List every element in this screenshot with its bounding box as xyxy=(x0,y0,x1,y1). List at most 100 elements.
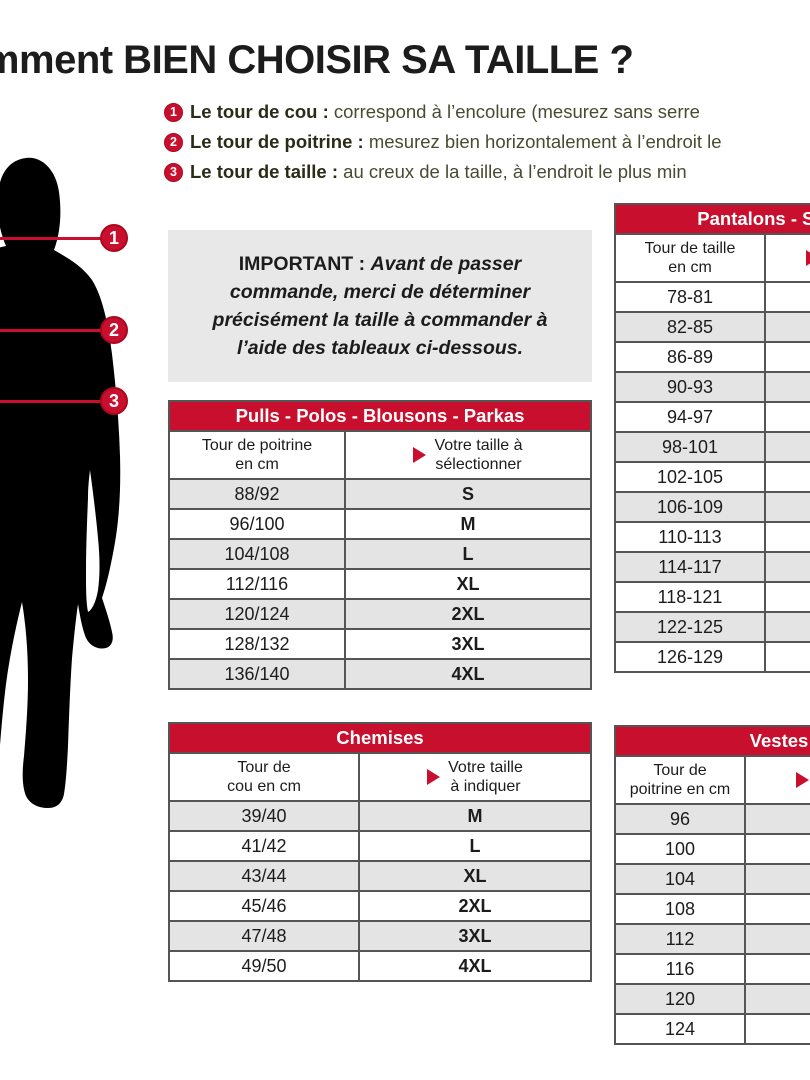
size-table-pulls: Pulls - Polos - Blousons - Parkas Tour d… xyxy=(168,400,592,690)
cell-size xyxy=(746,985,810,1013)
table-row: 98-101 xyxy=(616,431,810,461)
table-row: 120 xyxy=(616,983,810,1013)
cell-measure: 43/44 xyxy=(170,862,360,890)
table-row: 78-81 xyxy=(616,281,810,311)
column-header-measure-line1: Tour de poitrine xyxy=(201,437,313,454)
column-header-measure-line2: en cm xyxy=(668,259,712,276)
table-title-pulls: Pulls - Polos - Blousons - Parkas xyxy=(170,402,590,430)
cell-size: 2XL xyxy=(458,895,492,916)
column-header-measure-line2: poitrine en cm xyxy=(629,781,731,798)
cell-measure: 112/116 xyxy=(170,570,346,598)
cell-measure: 98-101 xyxy=(616,433,766,461)
instruction-label: Le tour de taille : xyxy=(190,161,339,182)
cell-measure: 116 xyxy=(616,955,746,983)
cell-size xyxy=(766,313,810,341)
column-header-measure-line2: cou en cm xyxy=(227,778,301,795)
cell-measure: 136/140 xyxy=(170,660,346,688)
table-row: 94-97 xyxy=(616,401,810,431)
column-header-size: Votre taille à indiquer xyxy=(766,235,810,281)
column-header-size-line1: Votre taille xyxy=(448,759,523,776)
size-table-vestes: Vestes Tour de poitrine en cm Votre tail… xyxy=(614,725,810,1045)
measurement-instructions: 1 Le tour de cou : correspond à l’encolu… xyxy=(164,99,810,189)
cell-measure: 126-129 xyxy=(616,643,766,671)
cell-measure: 122-125 xyxy=(616,613,766,641)
column-header-measure: Tour de taille en cm xyxy=(616,235,766,281)
table-header-row: Tour de taille en cm Votre taille à indi… xyxy=(616,233,810,281)
instruction-number-badge: 3 xyxy=(164,163,183,182)
column-header-measure-line1: Tour de taille xyxy=(644,240,736,257)
cell-size xyxy=(766,433,810,461)
table-row: 39/40 M xyxy=(170,800,590,830)
cell-size: 2XL xyxy=(451,603,485,624)
page-title: omment BIEN CHOISIR SA TAILLE ? xyxy=(0,38,634,82)
instruction-item: 3 Le tour de taille : au creux de la tai… xyxy=(164,159,810,189)
cell-size xyxy=(746,865,810,893)
cell-measure: 102-105 xyxy=(616,463,766,491)
callout-line-1 xyxy=(0,237,108,240)
cell-measure: 120 xyxy=(616,985,746,1013)
table-header-row: Tour de cou en cm Votre taille à indique… xyxy=(170,752,590,800)
cell-measure: 120/124 xyxy=(170,600,346,628)
table-row: 112 xyxy=(616,923,810,953)
cell-size: M xyxy=(460,513,476,534)
arrow-right-icon xyxy=(413,447,427,463)
arrow-right-icon xyxy=(806,250,810,266)
column-header-measure-line1: Tour de xyxy=(237,759,291,776)
cell-size xyxy=(766,643,810,671)
table-row: 41/42 L xyxy=(170,830,590,860)
cell-measure: 128/132 xyxy=(170,630,346,658)
instruction-number-badge: 1 xyxy=(164,103,183,122)
instruction-description: correspond à l’encolure (mesurez sans se… xyxy=(328,101,700,122)
callout-badge-1: 1 xyxy=(100,224,128,252)
cell-size: XL xyxy=(463,865,487,886)
cell-measure: 39/40 xyxy=(170,802,360,830)
instruction-label: Le tour de cou : xyxy=(190,101,329,122)
table-row: 43/44 XL xyxy=(170,860,590,890)
column-header-size: Votre taille à indiquer xyxy=(746,757,810,803)
cell-size xyxy=(766,373,810,401)
instruction-text: Le tour de cou : correspond à l’encolure… xyxy=(190,99,700,125)
arrow-right-icon xyxy=(427,769,441,785)
cell-size xyxy=(766,493,810,521)
table-row: 108 xyxy=(616,893,810,923)
cell-measure: 106-109 xyxy=(616,493,766,521)
important-label: IMPORTANT : xyxy=(238,253,371,275)
table-header-row: Tour de poitrine en cm Votre taille à in… xyxy=(616,755,810,803)
cell-size: S xyxy=(461,483,474,504)
column-header-size: Votre taille à sélectionner xyxy=(346,432,590,478)
cell-measure: 45/46 xyxy=(170,892,360,920)
cell-measure: 124 xyxy=(616,1015,746,1043)
table-row: 49/50 4XL xyxy=(170,950,590,980)
column-header-size-line1: Votre taille à xyxy=(434,437,523,454)
callout-line-3 xyxy=(0,400,108,403)
table-row: 86-89 xyxy=(616,341,810,371)
table-title-pantalons: Pantalons - Shorts xyxy=(616,205,810,233)
male-silhouette-illustration xyxy=(0,140,170,810)
table-row: 82-85 xyxy=(616,311,810,341)
cell-size: XL xyxy=(456,573,480,594)
cell-measure: 96 xyxy=(616,805,746,833)
cell-measure: 78-81 xyxy=(616,283,766,311)
cell-measure: 104 xyxy=(616,865,746,893)
cell-size: M xyxy=(467,805,483,826)
size-table-pantalons: Pantalons - Shorts Tour de taille en cm … xyxy=(614,203,810,673)
table-row: 122-125 xyxy=(616,611,810,641)
column-header-size-line2: à indiquer xyxy=(450,778,521,795)
cell-measure: 41/42 xyxy=(170,832,360,860)
cell-size xyxy=(766,403,810,431)
cell-size xyxy=(746,925,810,953)
cell-size: 4XL xyxy=(451,663,485,684)
cell-size xyxy=(766,583,810,611)
table-row: 136/140 4XL xyxy=(170,658,590,688)
size-table-chemises: Chemises Tour de cou en cm Votre taille … xyxy=(168,722,592,982)
table-row: 90-93 xyxy=(616,371,810,401)
cell-measure: 86-89 xyxy=(616,343,766,371)
cell-measure: 96/100 xyxy=(170,510,346,538)
cell-measure: 82-85 xyxy=(616,313,766,341)
cell-size xyxy=(766,343,810,371)
important-notice-box: IMPORTANT : Avant de passer commande, me… xyxy=(168,230,592,382)
important-notice-text: IMPORTANT : Avant de passer commande, me… xyxy=(192,250,568,362)
important-body: Avant de passer commande, merci de déter… xyxy=(212,253,548,359)
cell-measure: 118-121 xyxy=(616,583,766,611)
